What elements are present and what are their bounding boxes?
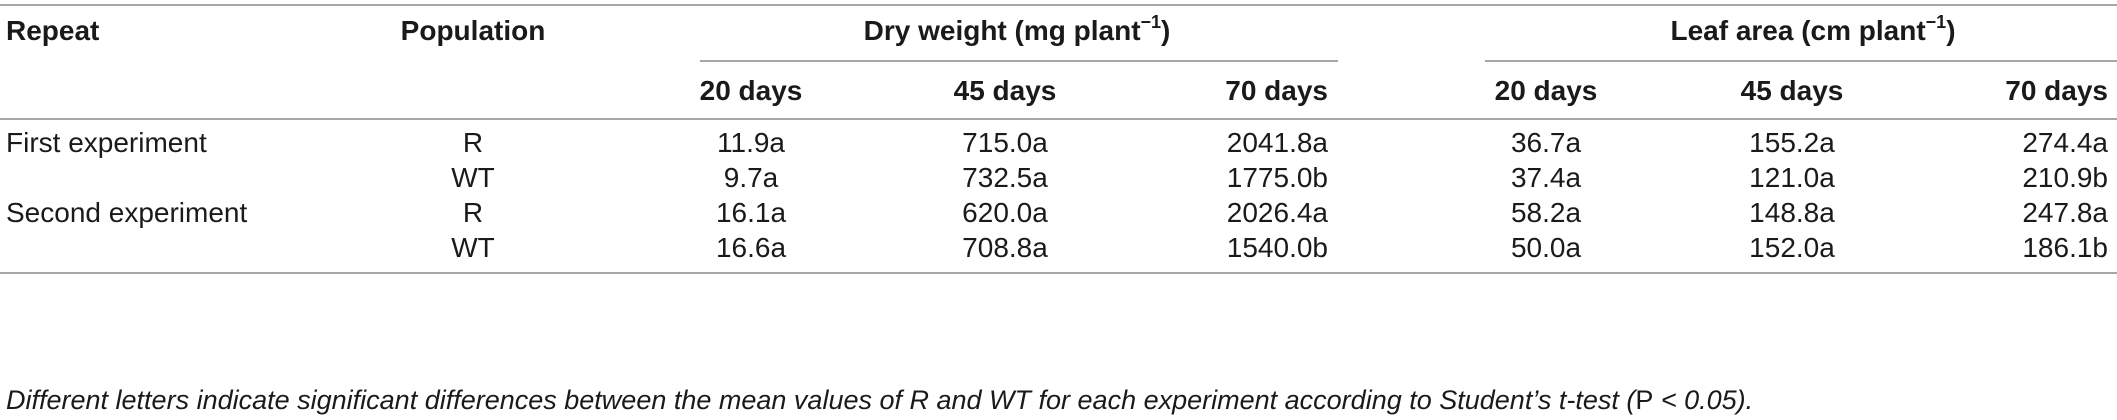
row-repeat: First experiment <box>6 127 207 158</box>
header-dw-20-days: 20 days <box>699 75 803 106</box>
cell-la-70: 186.1b <box>2022 232 2108 263</box>
cell-dw-45: 715.0a <box>962 127 1048 158</box>
row-population: WT <box>451 232 495 263</box>
cell-la-45: 152.0a <box>1749 232 1835 263</box>
cell-la-20: 58.2a <box>1510 197 1582 228</box>
dry-weight-span-rule <box>700 60 1338 62</box>
cell-dw-20: 11.9a <box>717 127 785 158</box>
cell-la-70: 210.9b <box>2022 162 2108 193</box>
leaf-area-close: ) <box>1946 15 1956 46</box>
dry-weight-close: ) <box>1161 15 1171 46</box>
header-dry-weight: Dry weight (mg plant−1) <box>863 11 1171 48</box>
header-la-45-days: 45 days <box>1740 75 1844 106</box>
footnote-p-letter: P <box>1635 385 1654 415</box>
row-population: R <box>462 127 484 158</box>
header-dw-70-days: 70 days <box>1225 75 1328 106</box>
cell-la-20: 36.7a <box>1510 127 1582 158</box>
header-la-20-days: 20 days <box>1494 75 1598 106</box>
dry-weight-label: Dry weight (mg plant <box>863 15 1141 46</box>
header-la-70-days: 70 days <box>2005 75 2108 106</box>
cell-dw-70: 1540.0b <box>1226 232 1328 263</box>
footnote-p-value: < 0.05). <box>1653 385 1754 415</box>
dry-weight-exponent: −1 <box>1140 11 1162 32</box>
cell-dw-70: 2026.4a <box>1226 197 1328 228</box>
table-footnote: Different letters indicate significant d… <box>6 384 1753 416</box>
row-repeat: Second experiment <box>6 197 248 228</box>
cell-dw-70: 2041.8a <box>1226 127 1328 158</box>
cell-la-45: 155.2a <box>1749 127 1835 158</box>
footnote-text: Different letters indicate significant d… <box>6 385 1636 415</box>
leaf-area-label: Leaf area (cm plant <box>1670 15 1926 46</box>
table-top-rule <box>0 4 2117 6</box>
row-population: WT <box>451 162 495 193</box>
header-leaf-area: Leaf area (cm plant−1) <box>1670 11 1956 48</box>
cell-la-70: 247.8a <box>2022 197 2108 228</box>
cell-la-45: 148.8a <box>1749 197 1835 228</box>
cell-dw-20: 16.1a <box>715 197 787 228</box>
cell-la-20: 50.0a <box>1510 232 1582 263</box>
cell-dw-20: 16.6a <box>715 232 787 263</box>
header-dw-45-days: 45 days <box>953 75 1057 106</box>
header-bottom-rule <box>0 118 2117 120</box>
row-population: R <box>462 197 484 228</box>
cell-dw-20: 9.7a <box>723 162 779 193</box>
header-population: Population <box>400 15 546 46</box>
cell-dw-70: 1775.0b <box>1226 162 1328 193</box>
header-repeat: Repeat <box>6 15 100 46</box>
cell-la-20: 37.4a <box>1510 162 1582 193</box>
leaf-area-exponent: −1 <box>1925 11 1947 32</box>
cell-la-70: 274.4a <box>2022 127 2108 158</box>
table-bottom-rule <box>0 272 2117 274</box>
cell-dw-45: 708.8a <box>962 232 1048 263</box>
leaf-area-span-rule <box>1485 60 2117 62</box>
cell-dw-45: 732.5a <box>962 162 1048 193</box>
cell-dw-45: 620.0a <box>962 197 1048 228</box>
cell-la-45: 121.0a <box>1749 162 1835 193</box>
